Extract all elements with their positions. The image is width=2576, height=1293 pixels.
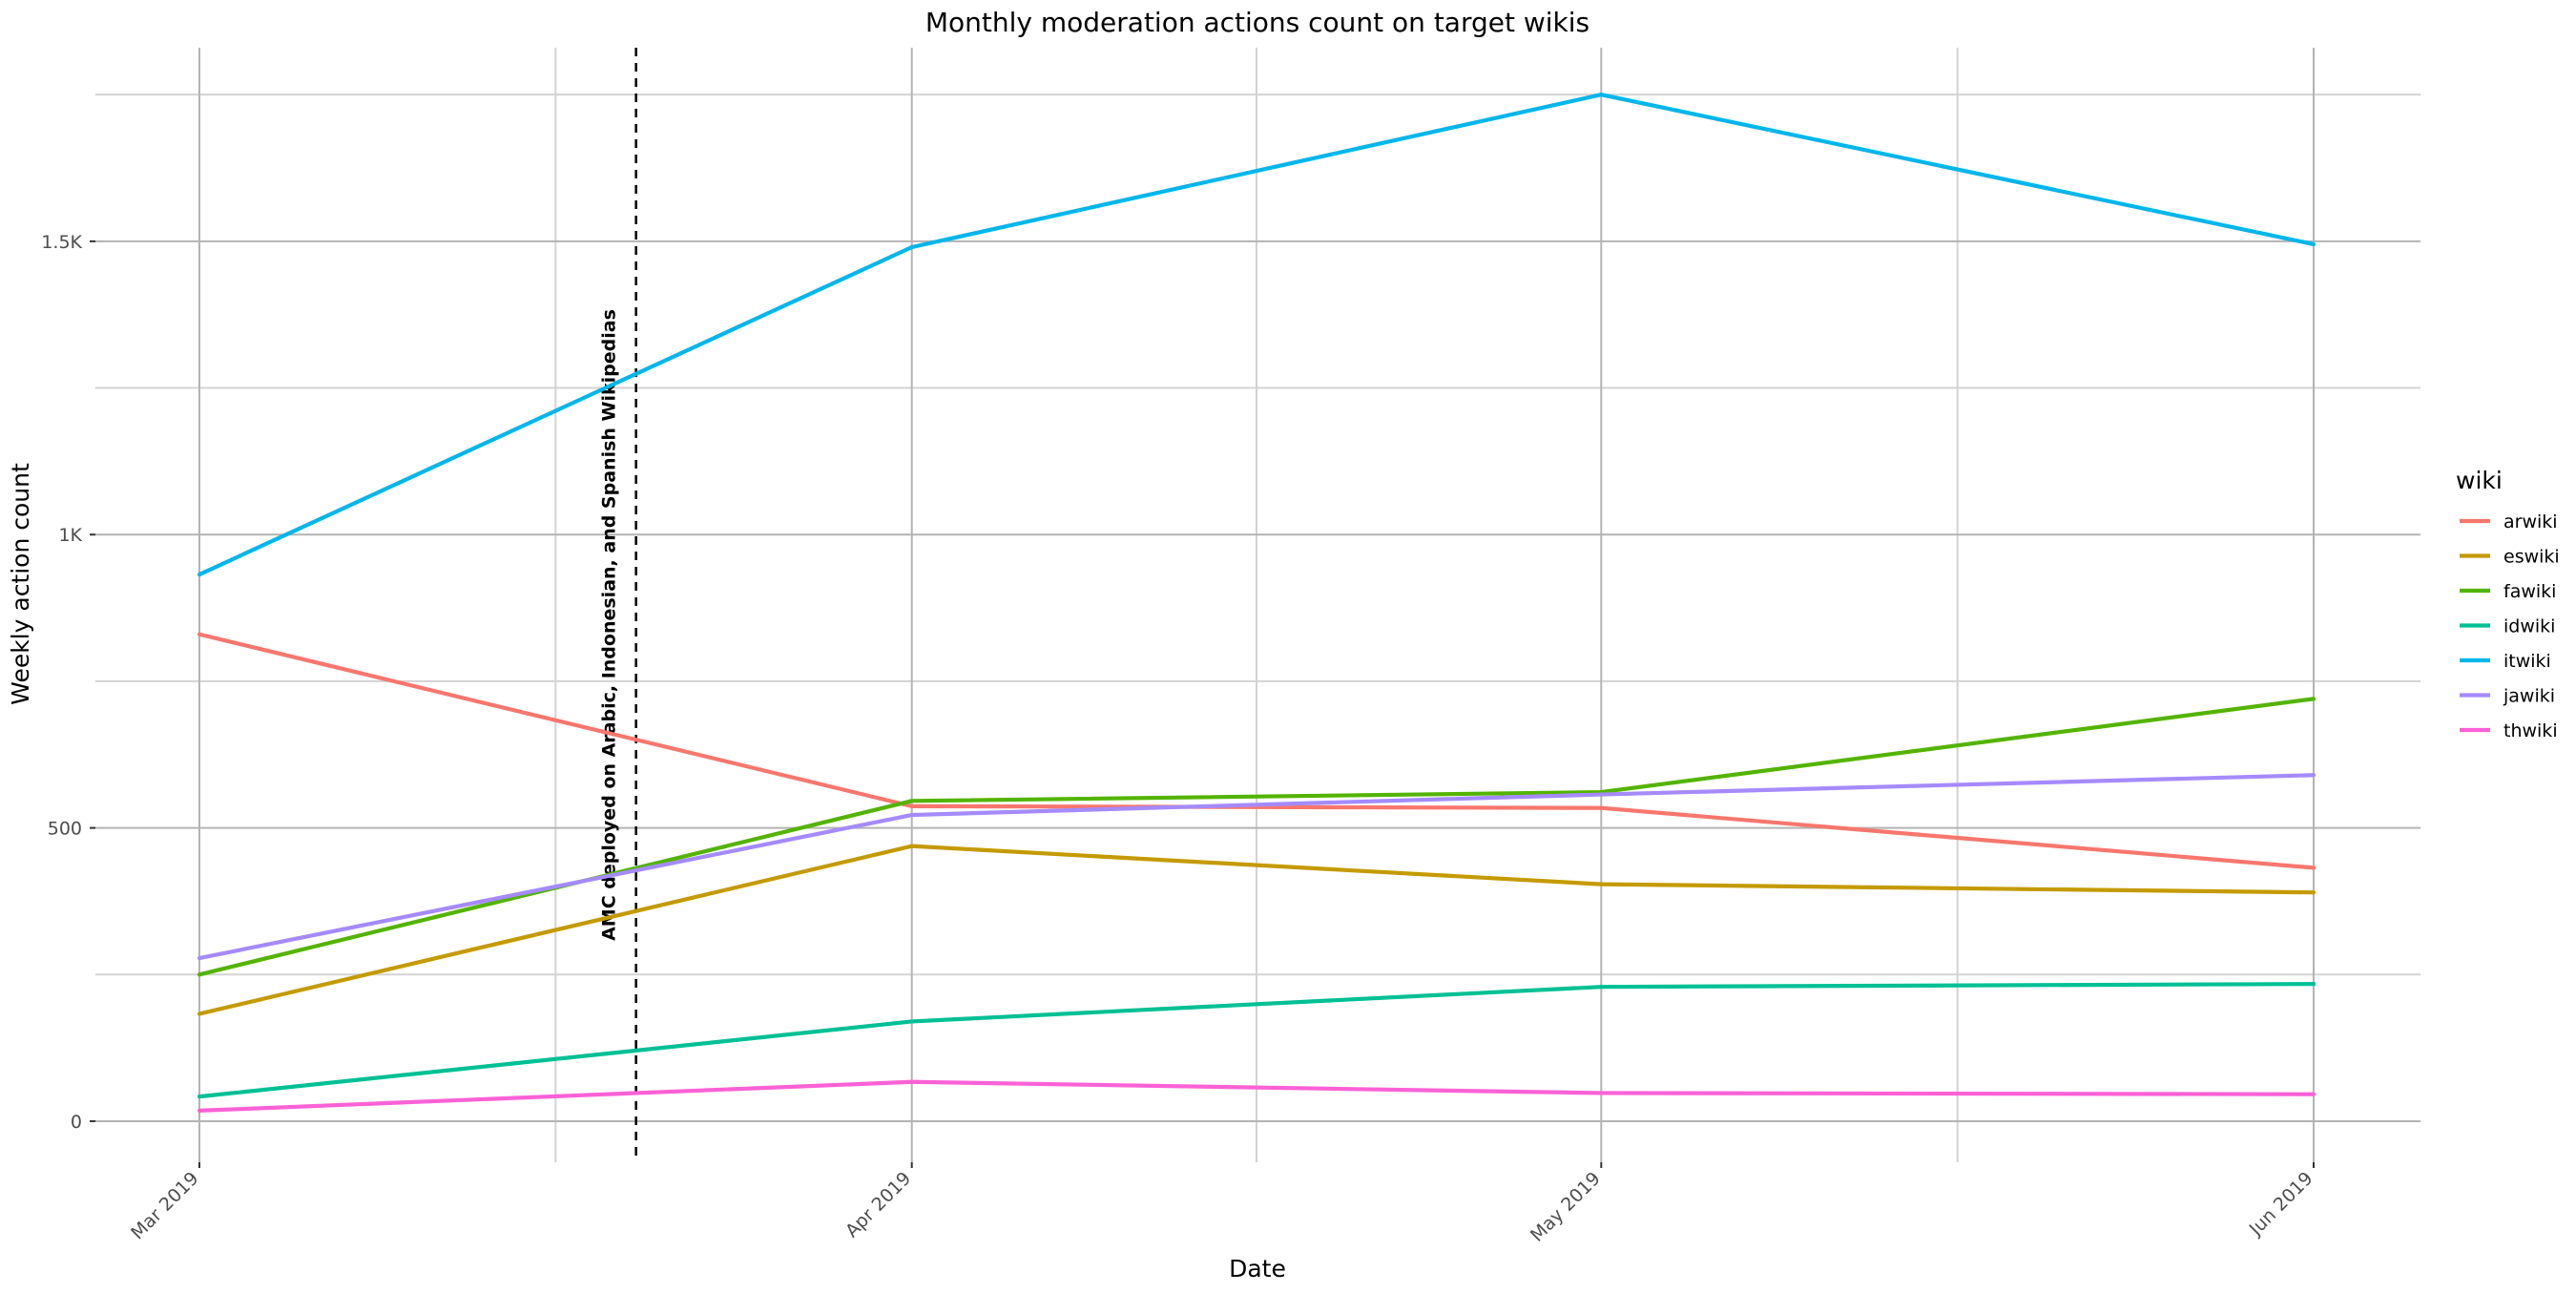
x-axis-title: Date — [1229, 1255, 1286, 1283]
series-line-jawiki — [198, 773, 2315, 961]
legend-label-thwiki: thwiki — [2503, 720, 2558, 741]
x-tick-label: Apr 2019 — [841, 1168, 915, 1241]
data-point-fawiki — [197, 972, 202, 977]
data-point-eswiki — [1599, 882, 1604, 886]
data-point-jawiki — [197, 955, 202, 961]
data-point-arwiki — [197, 632, 202, 636]
data-point-itwiki — [197, 572, 202, 577]
data-point-idwiki — [1599, 985, 1604, 990]
data-point-arwiki — [2311, 865, 2316, 870]
series-line-arwiki — [198, 632, 2315, 870]
legend-item-jawiki: jawiki — [2460, 686, 2555, 707]
legend-item-thwiki: thwiki — [2460, 720, 2558, 741]
data-point-eswiki — [2311, 890, 2316, 895]
data-point-arwiki — [1599, 805, 1604, 810]
legend-item-fawiki: fawiki — [2460, 581, 2556, 602]
series-line-itwiki — [198, 93, 2315, 576]
legend-label-jawiki: jawiki — [2503, 686, 2555, 707]
data-point-thwiki — [909, 1079, 914, 1084]
series-line-thwiki — [198, 1079, 2315, 1114]
y-tick-label: 500 — [48, 819, 82, 840]
series-line-idwiki — [198, 982, 2315, 1099]
data-point-eswiki — [197, 1011, 202, 1016]
x-tick-label: May 2019 — [1527, 1168, 1605, 1246]
data-point-arwiki — [909, 803, 914, 808]
x-tick-label: Mar 2019 — [127, 1168, 202, 1243]
series-jawiki — [197, 773, 2316, 961]
y-tick-label: 1.5K — [41, 232, 82, 253]
data-point-thwiki — [1599, 1091, 1604, 1095]
annotation-label: AMC deployed on Arabic, Indonesian, and … — [599, 309, 620, 941]
data-point-jawiki — [1599, 792, 1604, 797]
legend-label-fawiki: fawiki — [2503, 581, 2556, 602]
legend-item-arwiki: arwiki — [2460, 511, 2558, 532]
legend-label-idwiki: idwiki — [2503, 616, 2555, 637]
data-point-itwiki — [2311, 241, 2316, 247]
data-point-eswiki — [909, 844, 914, 848]
data-point-idwiki — [2311, 982, 2316, 987]
legend-label-arwiki: arwiki — [2503, 511, 2558, 532]
series-line-eswiki — [198, 844, 2315, 1016]
series-thwiki — [197, 1079, 2316, 1114]
data-point-fawiki — [909, 799, 914, 803]
legend-label-eswiki: eswiki — [2503, 547, 2560, 568]
legend-item-eswiki: eswiki — [2460, 547, 2560, 568]
y-tick-label: 1K — [58, 525, 82, 546]
series-arwiki — [197, 632, 2316, 870]
legend-title: wiki — [2456, 467, 2503, 494]
data-point-thwiki — [2311, 1092, 2316, 1096]
data-point-fawiki — [2311, 697, 2316, 701]
data-point-thwiki — [197, 1108, 202, 1114]
data-point-jawiki — [2311, 773, 2316, 778]
grid — [95, 48, 2420, 1162]
legend-item-itwiki: itwiki — [2460, 651, 2551, 672]
chart-title: Monthly moderation actions count on targ… — [925, 7, 1589, 38]
series-idwiki — [197, 982, 2316, 1099]
legend-item-idwiki: idwiki — [2460, 616, 2555, 637]
data-point-itwiki — [1599, 93, 1604, 97]
annotation-layer: AMC deployed on Arabic, Indonesian, and … — [599, 48, 637, 1162]
data-point-jawiki — [909, 812, 914, 818]
series-layer — [197, 93, 2316, 1114]
data-point-itwiki — [909, 244, 914, 250]
data-point-idwiki — [909, 1019, 914, 1024]
data-point-idwiki — [197, 1095, 202, 1099]
y-axis-title: Weekly action count — [7, 463, 34, 705]
series-eswiki — [197, 844, 2316, 1016]
x-tick-label: Jun 2019 — [2245, 1168, 2317, 1241]
series-itwiki — [197, 93, 2316, 577]
legend-label-itwiki: itwiki — [2503, 651, 2551, 672]
y-tick-label: 0 — [71, 1112, 82, 1133]
legend: wiki arwiki eswiki fawiki idwiki itwiki jawik… — [2456, 467, 2560, 741]
